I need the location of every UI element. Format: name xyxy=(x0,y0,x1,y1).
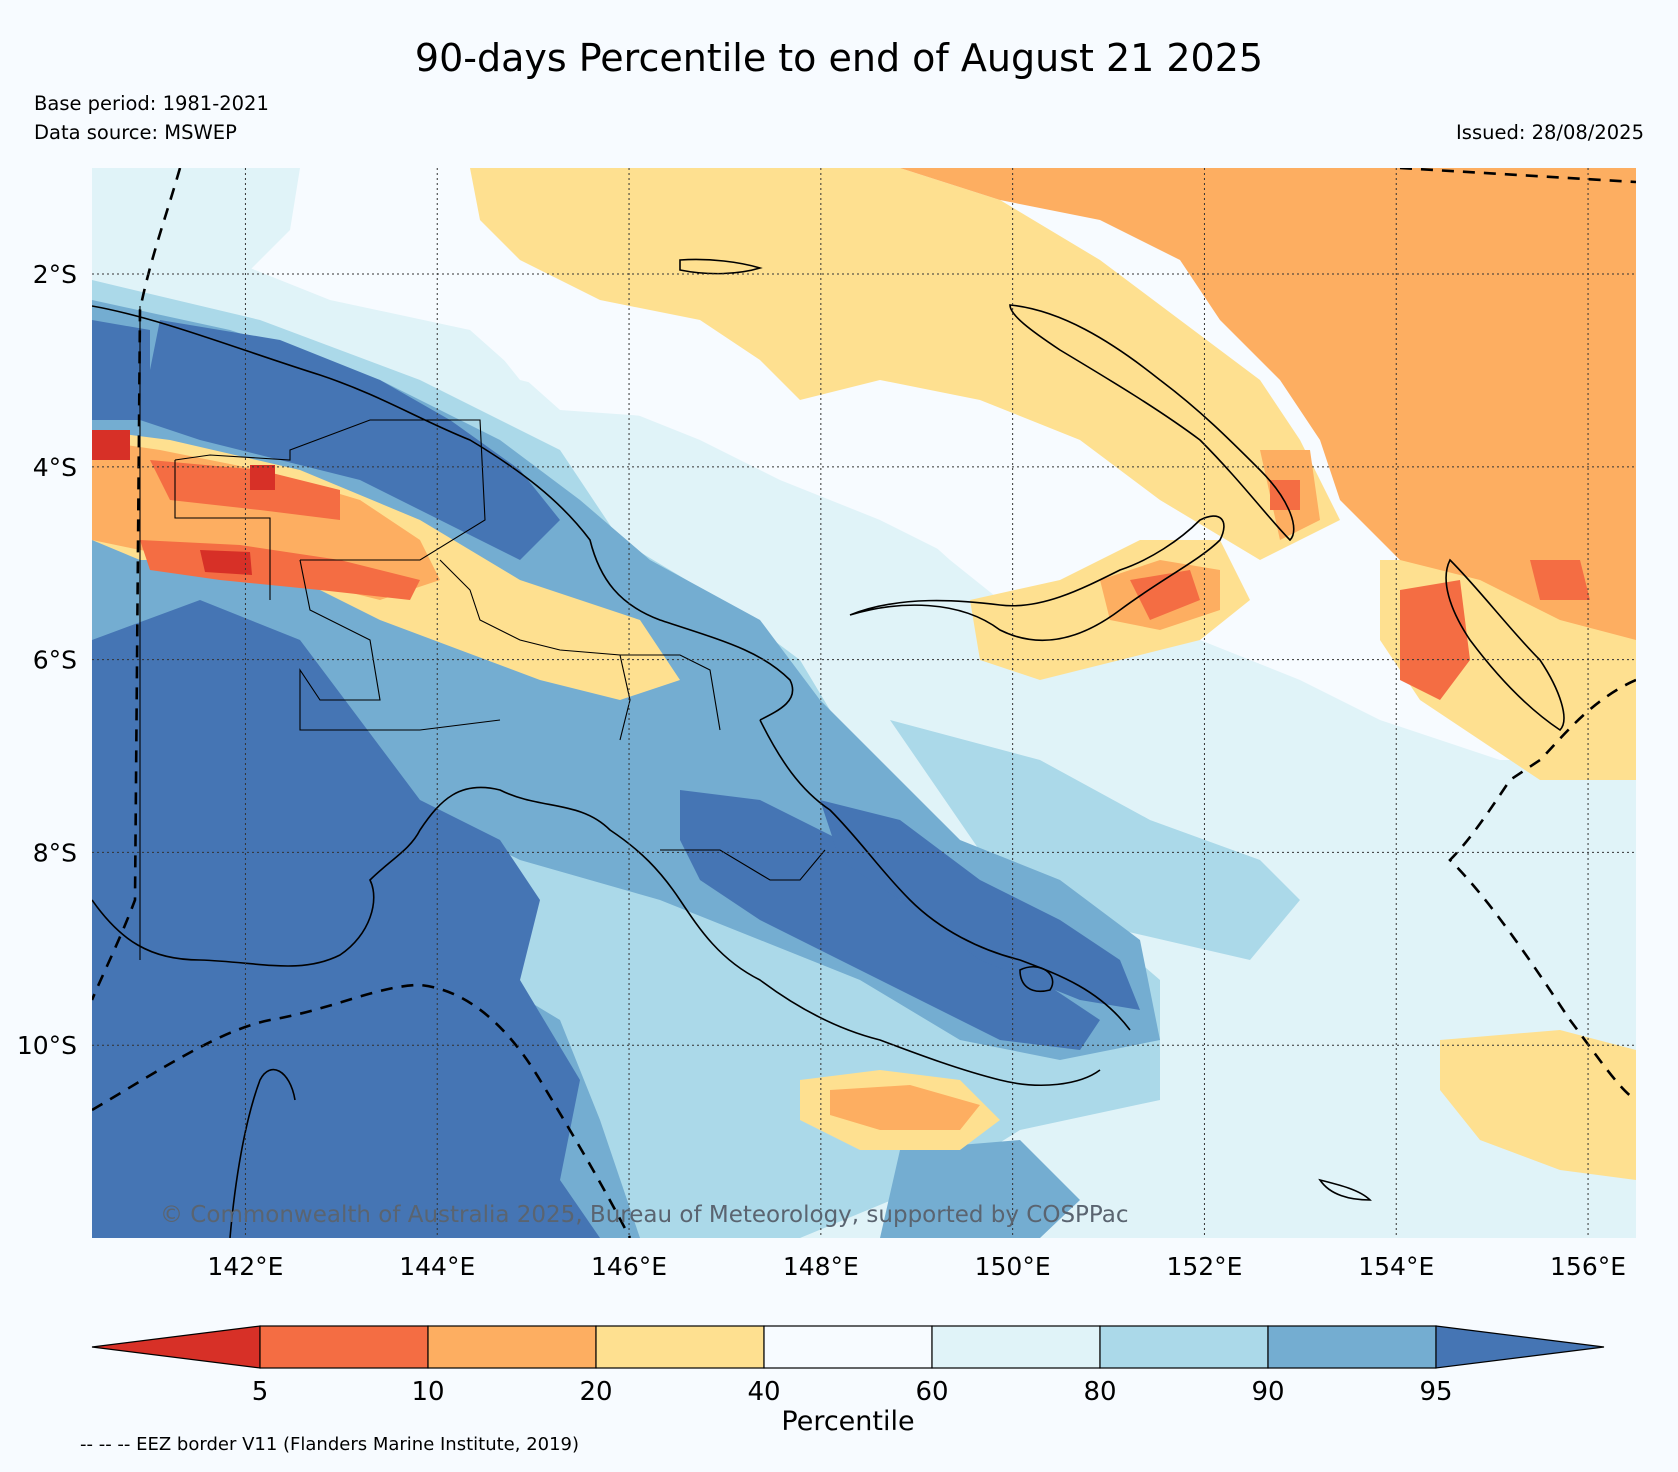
lat-label-2: 6°S xyxy=(33,646,77,675)
coast-cape-york xyxy=(229,1068,296,1238)
colorbar-extend-low xyxy=(91,1325,261,1369)
eez-west xyxy=(92,168,182,1001)
colorbar-segment-3 xyxy=(595,1325,765,1369)
field-80-90-east xyxy=(890,720,1300,960)
border-province-2 xyxy=(174,460,271,600)
field-90-95-se xyxy=(880,1140,1080,1238)
eez-north-east xyxy=(1399,168,1636,184)
copyright-text: © Commonwealth of Australia 2025, Bureau… xyxy=(160,1202,1129,1228)
issued-date-text: Issued: 28/08/2025 xyxy=(1456,121,1644,144)
field-below-5-1 xyxy=(92,430,130,460)
gridlines xyxy=(92,168,1636,1238)
colorbar-label-4: 60 xyxy=(915,1377,948,1407)
lon-label-6: 154°E xyxy=(1358,1252,1434,1281)
colorbar-label-2: 20 xyxy=(579,1377,612,1407)
coast-papuan-peninsula-north xyxy=(759,719,1131,1031)
colorbar-label-7: 95 xyxy=(1419,1377,1452,1407)
colorbar-segment-6 xyxy=(1099,1325,1269,1369)
lat-label-3: 8°S xyxy=(33,838,77,867)
field-40-60-central xyxy=(480,330,1636,760)
eez-south xyxy=(92,983,632,1238)
colorbar-extend-high xyxy=(1435,1325,1605,1369)
colorbar-label-5: 80 xyxy=(1083,1377,1116,1407)
colorbar-segment-1 xyxy=(259,1325,429,1369)
lat-label-1: 4°S xyxy=(33,453,77,482)
border-province-5 xyxy=(620,654,721,731)
field-above-95-south-west xyxy=(92,600,600,1238)
coast-dentrecasteaux xyxy=(1019,965,1054,992)
colorbar-segment-4 xyxy=(763,1325,933,1369)
field-5-10-new-britain xyxy=(1130,570,1200,620)
lat-label-4: 10°S xyxy=(17,1031,77,1060)
lon-label-7: 156°E xyxy=(1550,1252,1626,1281)
field-10-20-northeast xyxy=(900,168,1636,640)
coast-bougainville xyxy=(1445,558,1565,732)
field-5-10-bougainville xyxy=(1400,580,1470,700)
colorbar-label-6: 90 xyxy=(1251,1377,1284,1407)
coast-new-guinea-north xyxy=(92,305,794,721)
field-above-95-papuan-peninsula xyxy=(680,790,1100,1050)
border-province-3 xyxy=(299,559,501,731)
field-60-80-north xyxy=(92,168,300,300)
field-above-95-ne-coast xyxy=(820,800,1140,1010)
field-below-5-3 xyxy=(250,465,275,490)
field-above-95-west-edge xyxy=(92,320,150,420)
field-5-10-east-edge xyxy=(1530,560,1590,600)
data-source-text: Data source: MSWEP xyxy=(34,121,237,144)
lon-label-0: 142°E xyxy=(207,1252,283,1281)
field-10-20-south-sea xyxy=(830,1085,980,1130)
lat-label-0: 2°S xyxy=(33,260,77,289)
map-title: 90-days Percentile to end of August 21 2… xyxy=(414,36,1264,80)
coast-new-guinea-south xyxy=(92,786,1101,1086)
field-below-5-2 xyxy=(200,550,252,575)
border-province-4 xyxy=(439,559,631,741)
coast-new-britain xyxy=(849,515,1225,642)
colorbar-segment-5 xyxy=(931,1325,1101,1369)
province-borders xyxy=(139,306,826,960)
coast-new-ireland xyxy=(1009,304,1295,542)
colorbar: 5 10 20 40 60 80 90 95 xyxy=(91,1325,1605,1407)
colorbar-label-1: 10 xyxy=(411,1377,444,1407)
coast-manus xyxy=(679,258,763,275)
latitude-labels: 2°S 4°S 6°S 8°S 10°S xyxy=(17,260,77,1060)
colorbar-segment-7 xyxy=(1267,1325,1437,1369)
eez-legend-note: -- -- -- EEZ border V11 (Flanders Marine… xyxy=(80,1434,580,1455)
base-period-text: Base period: 1981-2021 xyxy=(34,92,269,115)
coastlines xyxy=(92,258,1565,1238)
lon-label-1: 144°E xyxy=(399,1252,475,1281)
colorbar-title: Percentile xyxy=(781,1406,914,1437)
coast-louisiade xyxy=(1318,1178,1372,1201)
map-field: © Commonwealth of Australia 2025, Bureau… xyxy=(92,168,1636,1238)
lon-label-5: 152°E xyxy=(1166,1252,1242,1281)
field-5-10-new-ireland xyxy=(1270,480,1300,510)
longitude-labels: 142°E 144°E 146°E 148°E 150°E 152°E 154°E 156°E xyxy=(207,1252,1626,1281)
colorbar-label-0: 5 xyxy=(252,1377,269,1407)
border-province-6 xyxy=(660,849,826,881)
field-20-40-far-se xyxy=(1440,1030,1636,1180)
colorbar-segment-2 xyxy=(427,1325,597,1369)
field-20-40-north xyxy=(470,168,1340,560)
colorbar-label-3: 40 xyxy=(747,1377,780,1407)
lon-label-4: 150°E xyxy=(975,1252,1051,1281)
lon-label-2: 146°E xyxy=(591,1252,667,1281)
border-province-1 xyxy=(174,419,486,561)
lon-label-3: 148°E xyxy=(783,1252,859,1281)
